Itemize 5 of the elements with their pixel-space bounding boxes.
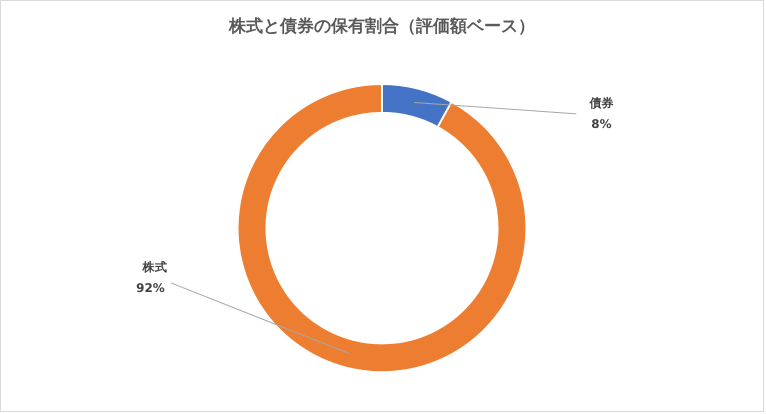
slice-label: 債券 — [588, 96, 614, 110]
data-label: 92% — [136, 280, 165, 295]
slice-label: 株式 — [142, 260, 167, 274]
chart-title: 株式と債券の保有割合（評価額ベース） — [228, 15, 536, 36]
data-label: 8% — [591, 116, 612, 131]
